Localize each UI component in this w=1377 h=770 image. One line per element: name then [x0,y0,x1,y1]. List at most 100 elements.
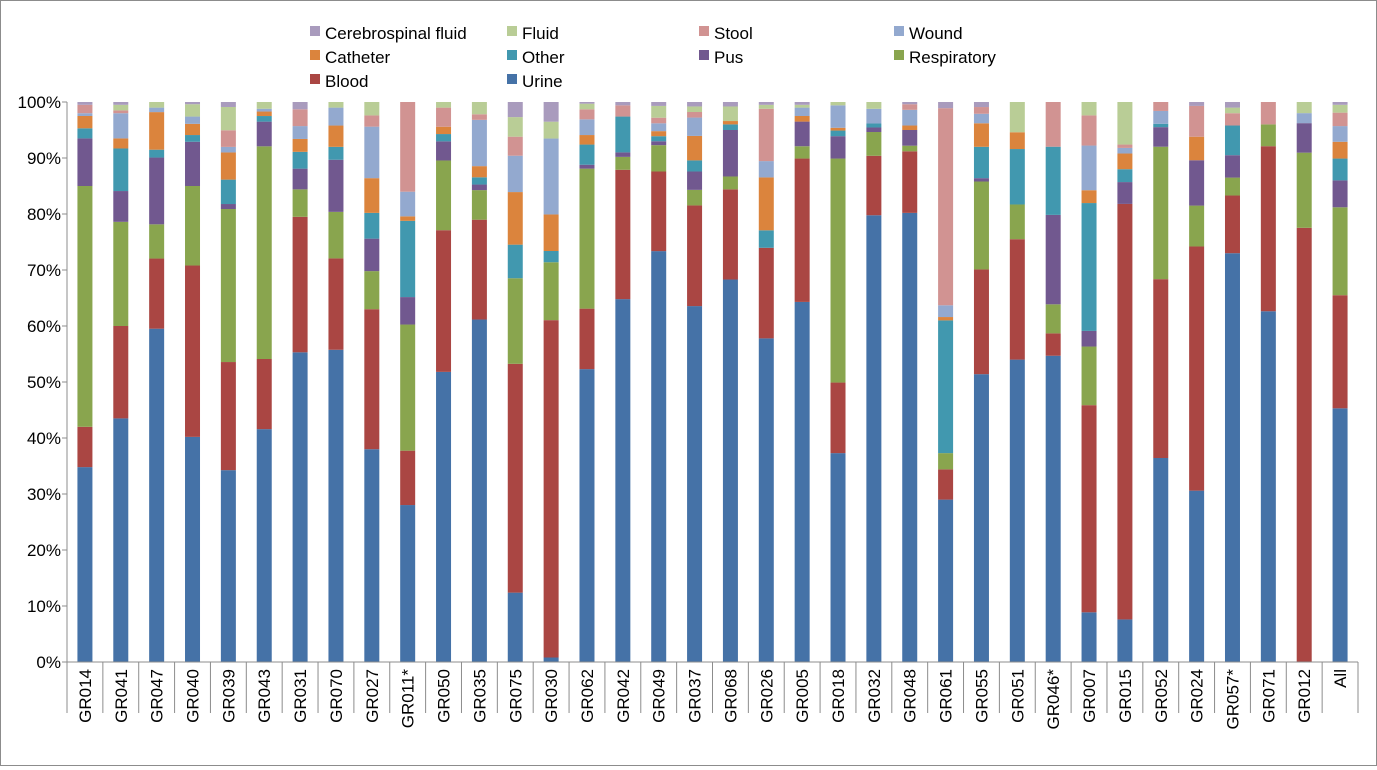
x-tick-label-gr035: GR035 [470,669,489,723]
legend-label-urine: Urine [522,72,563,91]
bar-gr046-other [1045,146,1061,215]
bar-gr040-pus [185,141,201,186]
bar-gr012-blood [1296,227,1312,662]
x-tick-label-gr049: GR049 [650,669,669,723]
bar-gr030-cerebrospinal-fluid [543,102,559,122]
bar-gr070-urine [328,349,344,662]
bar-gr050-fluid [436,102,452,108]
bar-gr071-respiratory [1260,124,1276,147]
y-tick-label: 60% [27,317,61,336]
bar-gr040-blood [185,265,201,437]
bar-gr035-fluid [471,102,487,115]
x-tick-label-gr032: GR032 [865,669,884,723]
bar-gr055-stool [973,107,989,114]
bar-gr052-wound [1153,110,1169,124]
bar-gr031-cerebrospinal-fluid [292,102,308,110]
bar-gr043-pus [256,121,272,147]
bar-gr032-fluid [866,102,882,109]
bar-gr005-blood [794,158,810,302]
bar-gr039-wound [220,146,236,153]
bar-gr048-cerebrospinal-fluid [902,102,918,105]
bar-gr024-pus [1189,160,1205,206]
x-tick-label-gr050: GR050 [435,669,454,723]
bar-gr037-respiratory [687,189,703,206]
bar-gr051-fluid [1009,102,1025,133]
bar-gr075-fluid [507,117,523,137]
bar-gr018-blood [830,382,846,454]
bar-gr007-stool [1081,115,1097,146]
bar-gr057-other [1224,125,1240,156]
bar-gr039-stool [220,130,236,147]
bar-gr040-respiratory [185,186,201,266]
legend-label-other: Other [522,48,565,67]
bar-gr026-urine [758,338,774,662]
x-tick-label-gr014: GR014 [76,669,95,723]
legend-label-stool: Stool [714,24,753,43]
bar-gr024-blood [1189,246,1205,491]
x-tick-label-all: All [1331,669,1350,688]
bar-gr027-stool [364,115,380,127]
legend-swatch-wound [894,26,904,36]
bar-gr012-pus [1296,123,1312,153]
legend-label-wound: Wound [909,24,963,43]
bar-gr049-wound [651,123,667,132]
bar-gr049-pus [651,141,667,146]
legend-swatch-pus [699,50,709,60]
bar-gr024-stool [1189,105,1205,137]
y-tick-label: 20% [27,541,61,560]
bar-gr039-fluid [220,106,236,131]
bar-gr071-stool [1260,102,1276,125]
bar-gr052-urine [1153,458,1169,662]
bar-gr014-cerebrospinal-fluid [77,102,93,105]
bar-gr012-respiratory [1296,152,1312,228]
bar-gr030-blood [543,320,559,658]
bar-gr007-other [1081,203,1097,331]
bar-gr039-pus [220,204,236,210]
bar-gr024-respiratory [1189,205,1205,247]
bar-gr030-other [543,250,559,263]
bar-gr035-respiratory [471,190,487,220]
bar-gr024-catheter [1189,136,1205,161]
bar-gr031-pus [292,168,308,190]
bar-gr050-catheter [436,126,452,135]
bar-gr043-other [256,116,272,122]
bar-gr068-fluid [722,106,738,122]
y-tick-label: 70% [27,261,61,280]
bar-gr042-pus [615,152,631,157]
bar-gr005-cerebrospinal-fluid [794,102,810,105]
bar-gr055-cerebrospinal-fluid [973,102,989,108]
bar-gr035-wound [471,119,487,167]
bar-gr042-other [615,116,631,153]
legend-swatch-urine [507,74,517,84]
bar-gr015-other [1117,169,1133,183]
bar-gr048-wound [902,109,918,126]
x-tick-label-gr040: GR040 [184,669,203,723]
bar-gr027-wound [364,126,380,179]
bar-gr050-respiratory [436,160,452,231]
bar-gr041-pus [113,191,129,222]
bar-gr012-fluid [1296,102,1312,114]
bar-gr032-blood [866,155,882,216]
bar-gr061-respiratory [938,453,954,470]
bar-gr062-cerebrospinal-fluid [579,102,595,104]
bar-gr071-urine [1260,311,1276,662]
x-tick-label-gr052: GR052 [1152,669,1171,723]
bar-gr014-urine [77,467,93,662]
bar-gr049-other [651,136,667,142]
bar-gr068-blood [722,189,738,280]
bar-gr015-pus [1117,182,1133,204]
legend-label-pus: Pus [714,48,743,67]
bar-gr071-blood [1260,146,1276,312]
bar-gr049-respiratory [651,145,667,172]
bar-gr005-fluid [794,104,810,108]
bar-gr015-stool [1117,144,1133,148]
bar-gr051-urine [1009,359,1025,662]
bar-gr026-cerebrospinal-fluid [758,102,774,105]
bar-gr011-blood [400,450,416,506]
bar-gr061-stool [938,108,954,306]
bar-gr043-catheter [256,111,272,117]
bar-gr041-cerebrospinal-fluid [113,102,129,105]
bar-gr075-wound [507,155,523,193]
bar-gr026-fluid [758,104,774,109]
